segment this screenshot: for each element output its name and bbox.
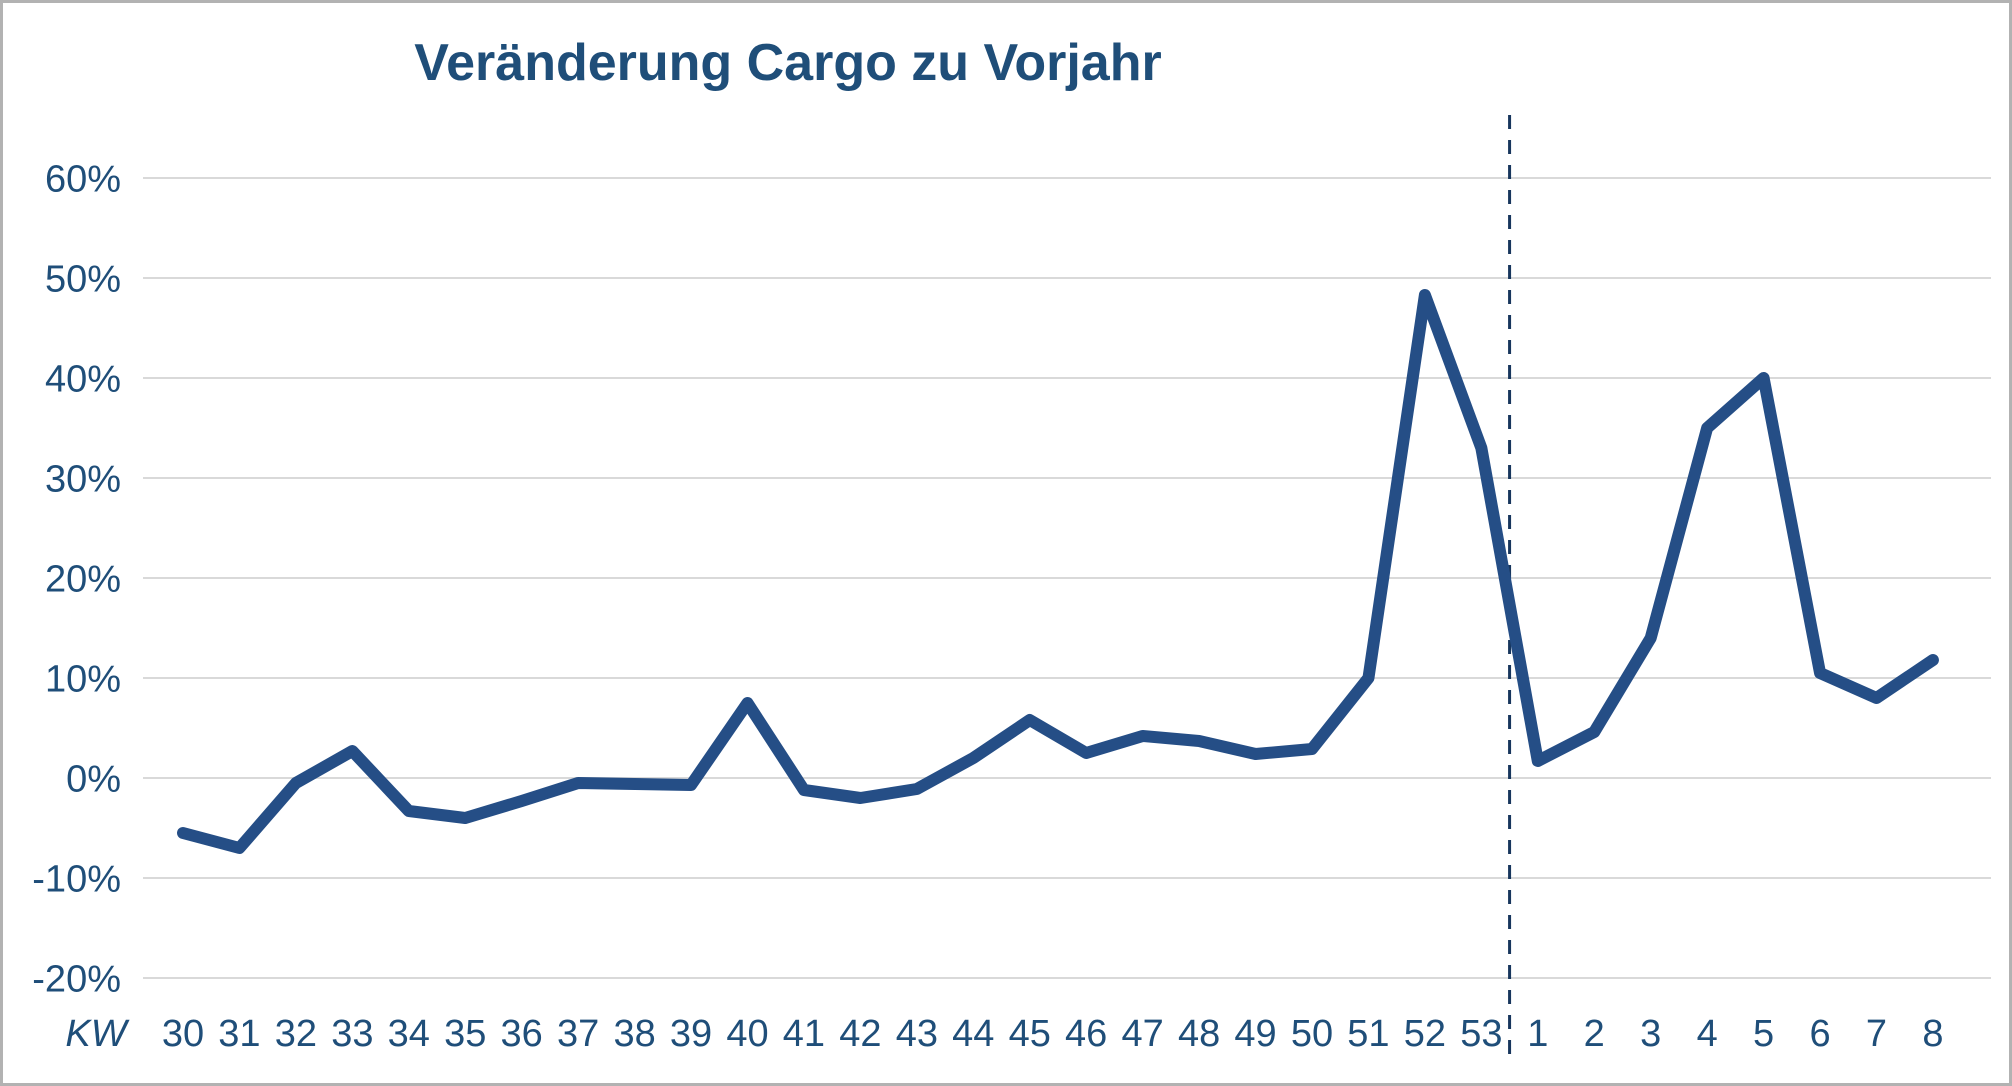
y-axis-label: 40% [45,358,121,400]
x-axis-label: 7 [1866,1013,1887,1055]
x-axis-label: 52 [1404,1013,1446,1055]
cargo-change-line [177,289,1939,854]
chart-title: Veränderung Cargo zu Vorjahr [414,34,1162,92]
x-axis-label: 36 [501,1013,543,1055]
x-axis-label: 42 [839,1013,881,1055]
y-axis-label: 20% [45,558,121,600]
x-axis-label: 39 [670,1013,712,1055]
y-axis-label: -10% [32,858,121,900]
x-axis-label: 48 [1178,1013,1220,1055]
x-axis-label: 1 [1527,1013,1548,1055]
y-axis-label: 10% [45,658,121,700]
x-axis-label: 40 [726,1013,768,1055]
y-axis-label: 50% [45,258,121,300]
x-axis-label: 49 [1234,1013,1276,1055]
x-axis-label: 35 [444,1013,486,1055]
y-axis-label: 0% [66,758,121,800]
x-axis-label: 38 [613,1013,655,1055]
x-axis-label: 33 [331,1013,373,1055]
x-axis-label: 31 [218,1013,260,1055]
x-axis-label: 6 [1809,1013,1830,1055]
y-axis-label: 30% [45,458,121,500]
y-axis-label: -20% [32,958,121,1000]
x-axis-label: 30 [162,1013,204,1055]
x-axis-label: 47 [1122,1013,1164,1055]
x-axis-label: 43 [896,1013,938,1055]
x-axis-label: 45 [1009,1013,1051,1055]
x-axis-label: 32 [275,1013,317,1055]
y-axis-label: 60% [45,158,121,200]
x-axis-label: 8 [1922,1013,1943,1055]
x-axis-label: 5 [1753,1013,1774,1055]
x-axis-label: 53 [1460,1013,1502,1055]
x-axis-label: 46 [1065,1013,1107,1055]
x-axis-label: 44 [952,1013,994,1055]
x-axis-label: 3 [1640,1013,1661,1055]
x-axis-unit-label: KW [65,1013,129,1055]
x-axis-label: 51 [1347,1013,1389,1055]
chart-svg: 60%50%40%30%20%10%0%-10%-20%KW 30 31 32 33 34… [32,115,1991,1058]
x-axis-label: 2 [1584,1013,1605,1055]
x-axis-label: 34 [388,1013,430,1055]
x-axis-label: 41 [783,1013,825,1055]
x-axis-label: 50 [1291,1013,1333,1055]
x-axis-label: 37 [557,1013,599,1055]
x-axis-label: 4 [1697,1013,1718,1055]
